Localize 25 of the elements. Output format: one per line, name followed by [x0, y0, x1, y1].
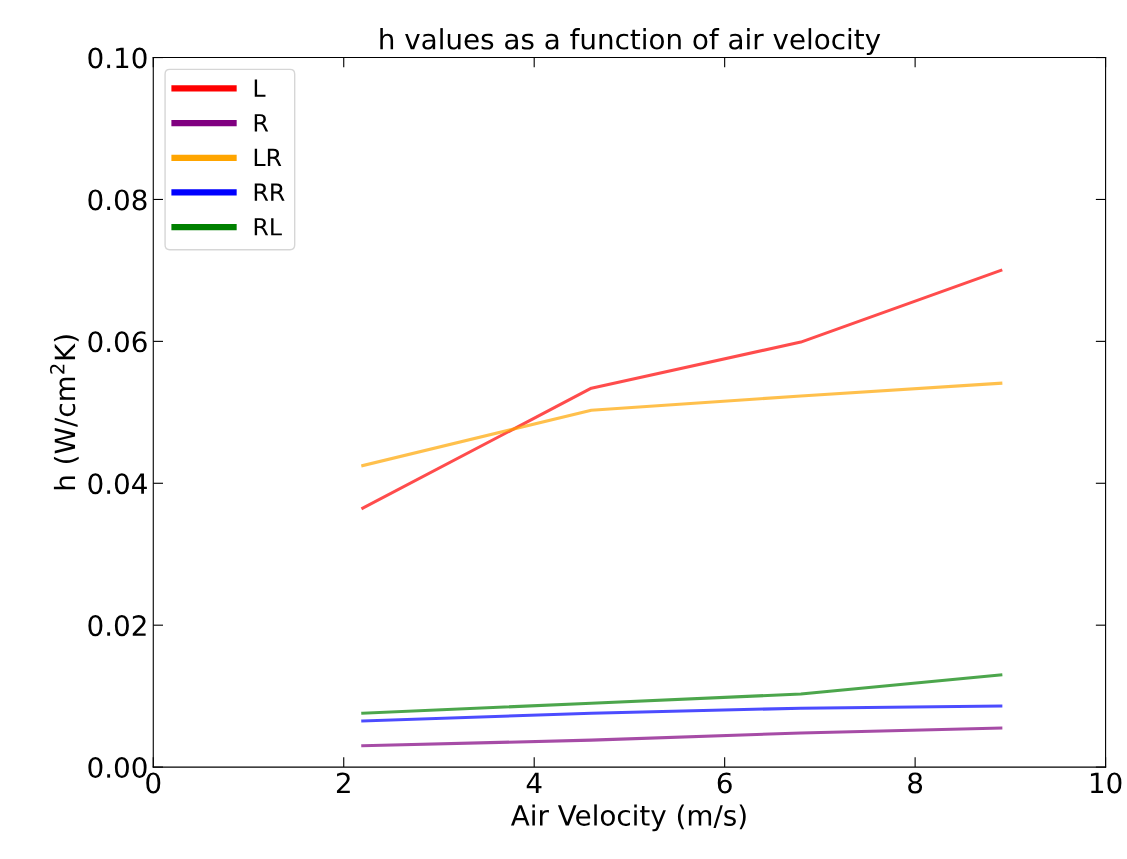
line-series — [361, 268, 1003, 510]
y-axis-title: h (W/cm$^{2}$K) — [49, 335, 79, 490]
legend-label: RL — [254, 218, 282, 236]
legend-label: LR — [254, 148, 282, 167]
y-tick-label: 0.08 — [88, 189, 147, 211]
x-tick-label: 8 — [908, 772, 923, 794]
y-tick-label: 0.04 — [88, 473, 147, 495]
y-tick-label: 0.02 — [88, 615, 146, 637]
legend-label: L — [254, 79, 266, 97]
chart-title: h values as a function of air velocity — [380, 28, 881, 55]
y-tick-label: 0.06 — [88, 331, 147, 353]
legend-label: R — [254, 114, 269, 132]
y-tick-label: 0.00 — [88, 757, 147, 779]
x-tick-label: 2 — [336, 772, 350, 794]
x-tick-label: 4 — [526, 772, 542, 794]
x-tick-label: 10 — [1090, 772, 1122, 794]
x-axis-title: Air Velocity (m/s) — [510, 804, 746, 832]
line-series — [361, 704, 1003, 723]
legend-label: RR — [254, 183, 285, 201]
y-tick-label: 0.10 — [88, 47, 147, 69]
line-series — [361, 673, 1003, 715]
x-tick-label: 0 — [146, 772, 161, 794]
line-series — [361, 726, 1003, 748]
x-tick-label: 6 — [717, 772, 732, 794]
line-series — [361, 381, 1003, 468]
